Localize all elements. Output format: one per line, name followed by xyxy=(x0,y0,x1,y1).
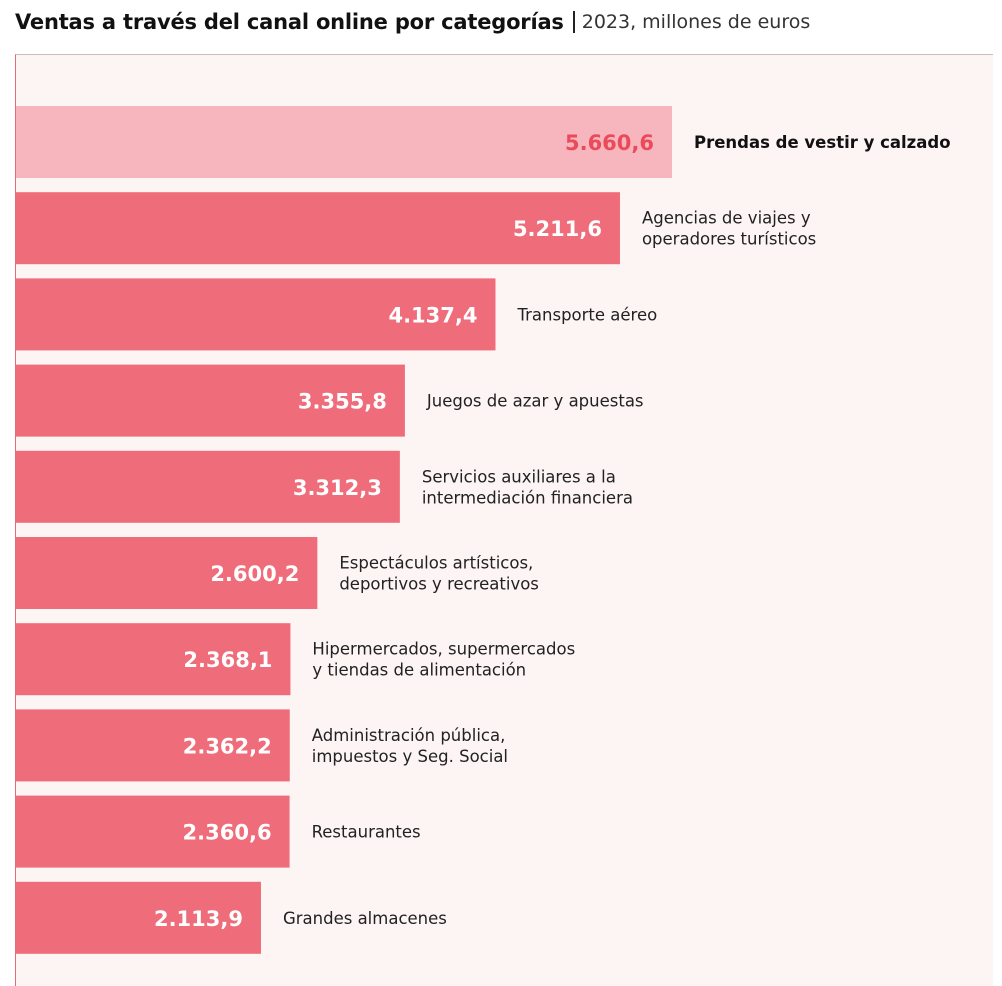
bar-group-8: 2.362,2 Administración pública, impuestos … xyxy=(16,709,508,782)
chart-panel: 5.660,6 Prendas de vestir y calzado 5.211,… xyxy=(15,54,993,986)
bar-group-9: 2.360,6 Restaurantes xyxy=(16,795,421,868)
bar-chart: 5.660,6 Prendas de vestir y calzado 5.211,… xyxy=(16,106,951,954)
chart-subtitle: 2023, millones de euros xyxy=(581,11,811,33)
bar-value-label-1: 5.660,6 xyxy=(565,131,654,155)
chart-header: Ventas a través del canal online por cat… xyxy=(15,6,810,38)
bar-4 xyxy=(16,364,405,437)
bar-9 xyxy=(16,795,290,868)
bar-value-label-10: 2.113,9 xyxy=(154,907,243,931)
bar-7 xyxy=(16,623,291,696)
category-label-10: Grandes almacenes xyxy=(283,909,447,928)
category-label-8: Administración pública, impuestos y Seg. … xyxy=(312,726,508,766)
bar-value-label-6: 2.600,2 xyxy=(210,562,299,586)
category-label-3: Transporte aéreo xyxy=(516,305,657,324)
bar-group-6: 2.600,2 Espectáculos artísticos, deportivo… xyxy=(16,537,539,609)
bar-value-label-9: 2.360,6 xyxy=(183,821,272,845)
bar-group-4: 3.355,8 Juegos de azar y apuestas xyxy=(16,364,644,437)
bar-3 xyxy=(16,278,496,351)
bar-8 xyxy=(16,709,290,782)
bar-5 xyxy=(16,450,400,523)
category-label-4: Juegos de azar y apuestas xyxy=(426,392,644,411)
category-label-6: Espectáculos artísticos, deportivos y rec… xyxy=(339,554,539,594)
bar-value-label-5: 3.312,3 xyxy=(293,476,382,500)
bar-group-3: 4.137,4 Transporte aéreo xyxy=(16,278,657,351)
bar-value-label-2: 5.211,6 xyxy=(513,217,602,241)
bar-group-1: 5.660,6 Prendas de vestir y calzado xyxy=(16,106,951,178)
bar-group-5: 3.312,3 Servicios auxiliares a la intermed… xyxy=(16,450,633,523)
bar-10 xyxy=(16,881,261,954)
category-label-9: Restaurantes xyxy=(312,823,421,842)
bar-1 xyxy=(16,106,672,178)
chart-title: Ventas a través del canal online por cat… xyxy=(15,10,564,34)
category-label-1: Prendas de vestir y calzado xyxy=(694,133,951,152)
bar-value-label-8: 2.362,2 xyxy=(183,734,272,758)
bar-2 xyxy=(16,192,620,265)
category-label-7: Hipermercados, supermercados y tiendas de… xyxy=(312,640,575,680)
bar-6 xyxy=(16,537,318,609)
bar-value-label-7: 2.368,1 xyxy=(183,648,272,672)
category-label-5: Servicios auxiliares a la intermediación … xyxy=(422,467,633,507)
bar-group-7: 2.368,1 Hipermercados, supermercados y tie… xyxy=(16,623,575,696)
bar-value-label-3: 4.137,4 xyxy=(388,303,477,327)
category-label-2: Agencias de viajes y operadores turístico… xyxy=(642,209,816,249)
bar-group-10: 2.113,9 Grandes almacenes xyxy=(16,881,447,954)
title-separator xyxy=(572,11,575,33)
bar-value-label-4: 3.355,8 xyxy=(298,390,387,414)
bar-group-2: 5.211,6 Agencias de viajes y operadores tu… xyxy=(16,192,816,265)
